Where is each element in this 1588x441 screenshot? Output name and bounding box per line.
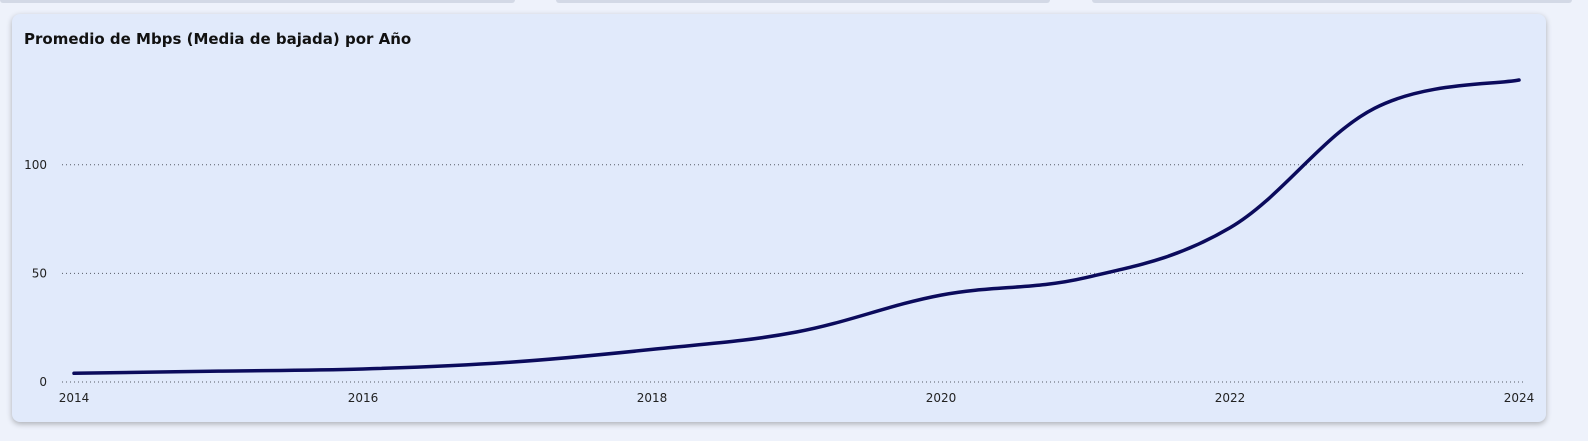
data-point-2020[interactable] (935, 289, 947, 301)
line-chart: 0 50 100 2014 2016 2018 2020 2022 2024 (24, 74, 1535, 405)
x-tick-label: 2022 (1215, 391, 1246, 405)
data-point-2015[interactable] (213, 365, 225, 377)
x-tick-label: 2016 (348, 391, 379, 405)
data-point-2014[interactable] (68, 367, 80, 379)
neighbor-card-edge-2 (556, 0, 1050, 3)
data-point-2023[interactable] (1369, 102, 1381, 114)
y-tick-label: 50 (32, 266, 47, 280)
data-point-2016[interactable] (357, 363, 369, 375)
y-axis-tick-labels: 0 50 100 (24, 158, 47, 389)
chart-card[interactable]: Promedio de Mbps (Media de bajada) por A… (12, 14, 1546, 422)
data-point-2021[interactable] (1080, 272, 1092, 284)
x-tick-label: 2018 (637, 391, 668, 405)
y-tick-label: 100 (24, 158, 47, 172)
x-tick-label: 2014 (59, 391, 90, 405)
data-point-2019[interactable] (791, 326, 803, 338)
neighbor-card-edge-3 (1092, 0, 1572, 3)
data-point-2018[interactable] (646, 343, 658, 355)
chart-title: Promedio de Mbps (Media de bajada) por A… (24, 30, 412, 48)
x-tick-label: 2020 (926, 391, 957, 405)
series-group (68, 74, 1525, 379)
y-tick-label: 0 (39, 375, 47, 389)
series-line[interactable] (72, 78, 1521, 376)
data-point-2024[interactable] (1513, 74, 1525, 86)
neighbor-card-edge-1 (0, 0, 515, 3)
x-tick-label: 2024 (1504, 391, 1535, 405)
x-axis-tick-labels: 2014 2016 2018 2020 2022 2024 (59, 391, 1535, 405)
gridlines (62, 164, 1526, 383)
data-point-2017[interactable] (502, 356, 514, 368)
data-point-2022[interactable] (1224, 222, 1236, 234)
